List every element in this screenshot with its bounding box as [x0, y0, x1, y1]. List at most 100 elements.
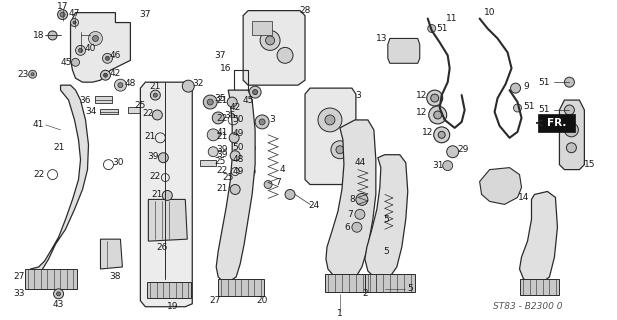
Circle shape: [264, 180, 272, 188]
Text: 2: 2: [362, 289, 368, 298]
Text: 46: 46: [110, 51, 121, 60]
Text: 29: 29: [457, 145, 468, 154]
Text: 7: 7: [347, 210, 353, 219]
Circle shape: [151, 90, 160, 100]
Polygon shape: [388, 38, 420, 63]
Circle shape: [208, 147, 218, 157]
Circle shape: [88, 31, 102, 45]
Circle shape: [434, 127, 450, 143]
Circle shape: [57, 10, 67, 20]
Text: 5: 5: [383, 215, 389, 224]
Text: 51: 51: [539, 106, 550, 115]
Text: 12: 12: [416, 91, 428, 100]
Circle shape: [252, 90, 258, 95]
Polygon shape: [560, 100, 584, 170]
Circle shape: [242, 106, 247, 110]
Text: 48: 48: [125, 79, 136, 88]
Circle shape: [31, 73, 34, 76]
Circle shape: [182, 80, 194, 92]
Circle shape: [159, 153, 168, 163]
Text: FR.: FR.: [547, 118, 566, 128]
Circle shape: [285, 189, 295, 199]
Text: 21: 21: [53, 143, 64, 152]
Polygon shape: [243, 11, 305, 85]
Polygon shape: [101, 239, 122, 269]
Circle shape: [277, 47, 293, 63]
Bar: [520, 279, 560, 295]
Text: 25: 25: [135, 100, 146, 109]
Text: 42: 42: [110, 69, 121, 78]
Text: 3: 3: [269, 116, 275, 124]
Bar: [128, 107, 141, 113]
Circle shape: [255, 115, 269, 129]
Text: 8: 8: [349, 195, 355, 204]
Text: 18: 18: [33, 31, 44, 40]
Circle shape: [239, 102, 251, 114]
Polygon shape: [305, 88, 356, 185]
Bar: [101, 109, 118, 114]
Circle shape: [207, 129, 219, 141]
Circle shape: [102, 53, 112, 63]
Text: 27: 27: [13, 272, 24, 281]
Polygon shape: [28, 85, 88, 277]
Bar: [236, 178, 248, 182]
Circle shape: [265, 36, 275, 45]
Text: 45: 45: [242, 96, 254, 105]
Polygon shape: [141, 82, 193, 307]
Circle shape: [48, 31, 57, 40]
Bar: [96, 96, 112, 103]
Circle shape: [114, 79, 126, 91]
Text: 6: 6: [344, 223, 350, 232]
Polygon shape: [216, 90, 255, 281]
Circle shape: [207, 99, 213, 105]
Text: 25: 25: [223, 173, 234, 182]
Circle shape: [245, 167, 255, 177]
FancyBboxPatch shape: [539, 114, 576, 132]
Circle shape: [427, 90, 442, 106]
Circle shape: [243, 130, 253, 140]
Text: 27: 27: [210, 296, 221, 305]
Circle shape: [243, 117, 253, 127]
Text: 25: 25: [215, 157, 226, 166]
Circle shape: [118, 83, 123, 88]
Text: 21: 21: [152, 190, 163, 199]
Text: 10: 10: [484, 8, 495, 17]
Circle shape: [152, 110, 162, 120]
Text: 42: 42: [230, 102, 241, 111]
Circle shape: [513, 104, 521, 112]
Text: 7: 7: [275, 178, 281, 187]
Text: 23: 23: [17, 70, 28, 79]
Text: 48: 48: [233, 155, 244, 164]
Circle shape: [429, 106, 447, 124]
Text: 30: 30: [113, 158, 124, 167]
Circle shape: [230, 151, 240, 161]
Circle shape: [243, 142, 255, 154]
Polygon shape: [148, 199, 188, 241]
Polygon shape: [365, 155, 408, 279]
Circle shape: [227, 97, 237, 107]
Circle shape: [438, 131, 445, 138]
Bar: [147, 282, 191, 298]
Polygon shape: [520, 191, 557, 283]
Circle shape: [331, 141, 349, 159]
Text: 40: 40: [85, 44, 96, 53]
Circle shape: [566, 143, 576, 153]
Bar: [201, 160, 216, 166]
Bar: [25, 269, 77, 289]
Text: 1: 1: [337, 309, 343, 318]
Text: 36: 36: [80, 96, 91, 105]
Circle shape: [73, 21, 76, 24]
Circle shape: [78, 48, 83, 52]
Text: 31: 31: [432, 161, 444, 170]
Circle shape: [260, 30, 280, 50]
Text: 51: 51: [436, 24, 447, 33]
Circle shape: [565, 123, 578, 137]
Text: 28: 28: [299, 6, 311, 15]
Circle shape: [325, 115, 335, 125]
Text: 22: 22: [150, 172, 161, 181]
Text: 11: 11: [446, 14, 457, 23]
Text: 33: 33: [13, 289, 25, 298]
Text: 39: 39: [217, 145, 228, 154]
Circle shape: [249, 86, 261, 98]
Text: 39: 39: [147, 152, 159, 161]
